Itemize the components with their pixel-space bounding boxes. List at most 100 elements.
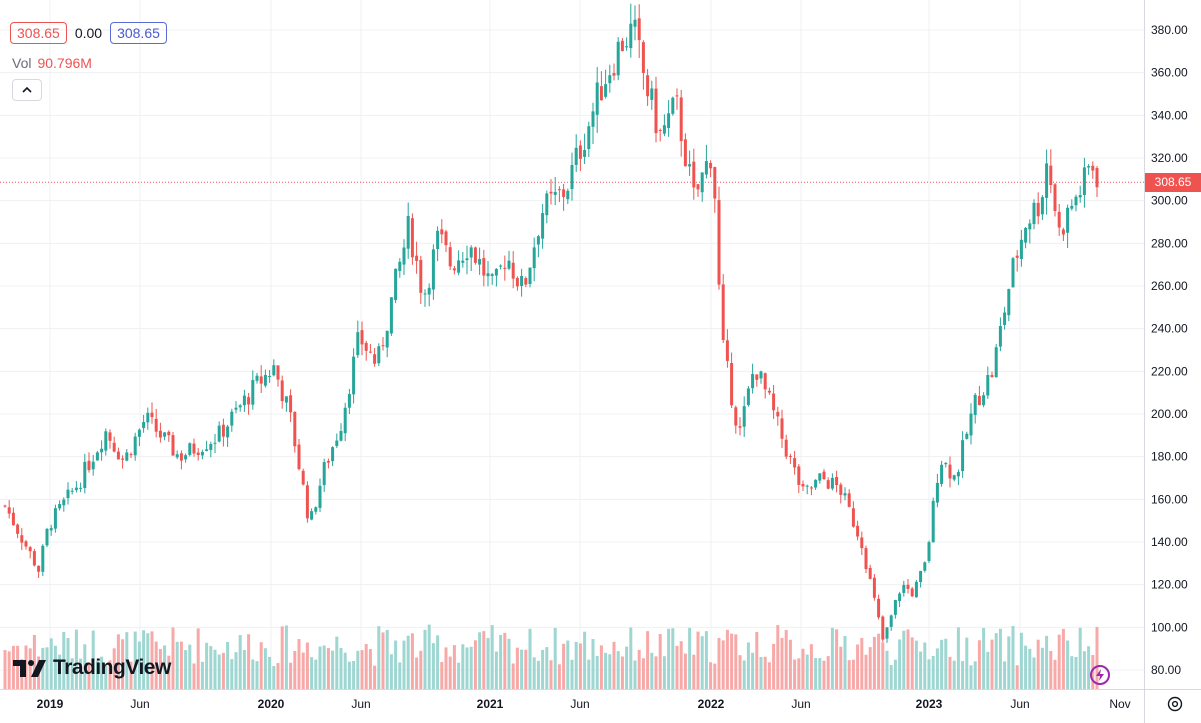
volume-bar [41,647,45,689]
candle-body [725,340,729,361]
y-tick-label: 160.00 [1151,492,1188,506]
volume-bar [70,658,74,689]
candle-body [826,480,830,489]
volume-bar [763,656,767,689]
candle-body [79,487,83,489]
candle-body [293,411,297,447]
volume-bar [331,650,335,689]
volume-bar [826,656,830,689]
candle-body [629,23,633,49]
candle-body [595,82,599,115]
candle-body [860,537,864,549]
volume-bars [3,624,1099,689]
candle-body [142,421,146,428]
volume-bar [184,650,188,689]
volume-bar [574,641,578,689]
volume-bar [536,660,540,689]
candle-body [356,332,360,356]
candle-body [763,373,767,390]
candle-body [683,139,687,167]
candle-body [545,193,549,216]
volume-bar [326,648,330,689]
volume-bar [28,648,32,689]
volume-bar [465,647,469,689]
volume-bar [977,640,981,689]
candle-body [347,394,351,408]
candle-body [868,567,872,579]
volume-bar [952,660,956,689]
volume-bar [780,637,784,689]
volume-bar [1087,646,1091,689]
candle-body [11,512,15,526]
candle-body [104,431,108,451]
candle-body [343,407,347,434]
candle-body [713,167,717,199]
candle-body [255,375,259,381]
volume-bar [797,658,801,689]
candle-body [314,507,318,512]
time-scale[interactable]: 2019 Jun 2020 Jun 2021 Jun 2022 Jun 2023 Jun Nov [37,697,1131,711]
candle-body [209,444,213,450]
lightning-icon[interactable] [1090,665,1110,685]
candle-body [20,535,24,543]
candle-body [419,259,423,293]
open-value: 308.65 [10,22,67,44]
candle-body [24,541,28,547]
y-tick-label: 120.00 [1151,578,1188,592]
candle-body [272,365,276,376]
candle-body [977,396,981,406]
candle-body [1045,163,1049,198]
price-scale[interactable]: 380.00 360.00 340.00 320.00 300.00 280.00 260.… [1151,23,1188,677]
candle-body [58,504,62,509]
volume-bar [961,661,965,689]
candle-body [32,551,36,566]
volume-bar [956,627,960,689]
candle-body [830,477,834,489]
y-tick-label: 200.00 [1151,407,1188,421]
candle-body [1019,239,1023,260]
volume-bar [751,652,755,689]
settings-gear-icon[interactable] [1162,692,1188,716]
candle-body [368,351,372,353]
volume-bar [398,662,402,689]
candle-body [213,442,217,444]
candle-body [515,277,519,287]
candle-body [759,371,763,379]
tradingview-logo[interactable]: TradingView [13,656,171,680]
candle-body [910,588,914,597]
volume-bar [402,640,406,689]
volume-bar [696,631,700,689]
candle-body [310,511,314,520]
candle-body [364,342,368,351]
volume-bar [507,638,511,689]
volume-bar [154,641,158,689]
candle-body [856,525,860,537]
candle-body [847,493,851,507]
candle-body [885,627,889,639]
candle-body [226,426,230,438]
candle-body [192,443,196,454]
candle-body [994,347,998,378]
volume-bar [259,642,263,689]
volume-bar [142,630,146,689]
volume-bar [234,652,238,689]
volume-bar [196,628,200,689]
candle-body [184,455,188,460]
candle-body [751,374,755,389]
volume-bar [515,647,519,689]
volume-bar [452,645,456,689]
candle-body [914,581,918,598]
volume-bar [1049,650,1053,689]
candle-body [620,40,624,52]
volume-bar [872,636,876,689]
candle-body [919,570,923,583]
collapse-legend-button[interactable] [12,79,42,101]
candle-body [805,485,809,487]
volume-bar [851,659,855,689]
candle-body [410,218,414,258]
volume-bar [902,630,906,689]
volume-bar [906,629,910,689]
volume-bar [116,634,120,689]
volume-bar [100,656,104,689]
